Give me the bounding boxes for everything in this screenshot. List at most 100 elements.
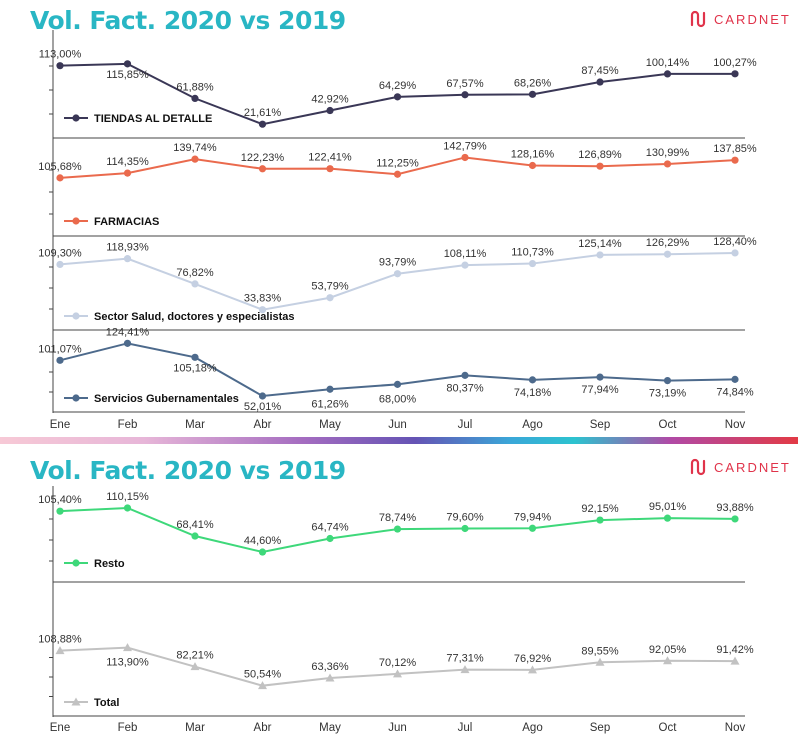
data-point <box>325 673 335 682</box>
data-point <box>191 280 199 288</box>
legend-label: Sector Salud, doctores y especialistas <box>94 311 295 323</box>
data-point <box>731 515 739 523</box>
chart-title: Vol. Fact. 2020 vs 2019 <box>30 6 346 35</box>
legend-marker <box>72 394 80 402</box>
data-label: 113,90% <box>106 657 149 669</box>
data-label: 77,31% <box>446 653 484 665</box>
data-point <box>123 339 132 347</box>
legend-label: Resto <box>94 558 125 570</box>
data-point <box>731 375 739 383</box>
data-label: 63,36% <box>311 661 349 673</box>
x-tick-label: Oct <box>659 419 678 431</box>
data-point <box>596 78 604 86</box>
data-point <box>528 259 537 268</box>
data-label: 114,35% <box>106 156 149 168</box>
chart-title: Vol. Fact. 2020 vs 2019 <box>30 456 346 485</box>
data-label: 79,94% <box>514 511 552 523</box>
data-label: 139,74% <box>173 142 217 154</box>
data-label: 52,01% <box>244 401 282 413</box>
data-label: 68,26% <box>514 77 552 89</box>
gradient-divider <box>0 437 798 444</box>
x-tick-label: Sep <box>590 722 610 734</box>
data-label: 67,57% <box>446 78 484 90</box>
cardnet-logo-icon <box>690 10 706 28</box>
legend-label: FARMACIAS <box>94 216 159 228</box>
legend-label: TIENDAS AL DETALLE <box>94 113 212 125</box>
data-point <box>596 516 604 524</box>
data-label: 78,74% <box>379 512 417 524</box>
data-point <box>191 155 199 163</box>
data-label: 108,11% <box>444 248 487 260</box>
data-label: 118,93% <box>106 242 149 254</box>
brand-name: CARDNET <box>714 11 791 27</box>
data-label: 115,85% <box>106 69 149 81</box>
data-label: 74,18% <box>514 387 552 399</box>
data-label: 105,18% <box>173 362 217 374</box>
data-point <box>730 656 740 665</box>
legend-item: Resto <box>64 558 125 570</box>
series-total: 108,88% 113,90% 82,21% 50,54% 63,36% 70,12% 77… <box>38 634 754 717</box>
line-chart-bottom: 105,40% 110,15% 68,41% 44,60% 64,74% 78,74% 79… <box>38 486 754 734</box>
data-label: 110,15% <box>106 491 149 503</box>
brand-logo: CARDNET <box>690 9 791 29</box>
data-label: 137,85% <box>713 143 757 155</box>
data-label: 68,41% <box>176 519 214 531</box>
data-point <box>191 353 199 361</box>
data-point <box>528 524 537 532</box>
data-point <box>528 665 537 674</box>
legend-marker <box>71 697 81 706</box>
data-label: 64,29% <box>379 80 417 92</box>
data-point <box>56 62 64 70</box>
data-point <box>326 165 334 173</box>
data-point <box>596 373 604 381</box>
data-label: 76,92% <box>514 653 552 665</box>
data-label: 93,79% <box>379 257 417 269</box>
data-point <box>191 532 199 540</box>
data-point <box>393 170 402 178</box>
data-point <box>731 70 739 78</box>
data-label: 142,79% <box>443 140 487 152</box>
x-tick-label: May <box>319 722 341 734</box>
series-sector-salud-doctores-y-especialistas: 109,30% 118,93% 76,82% 33,83% 53,79% 93,79% 10… <box>38 236 757 331</box>
data-label: 61,26% <box>311 398 349 410</box>
data-label: 61,88% <box>176 81 214 93</box>
data-point <box>56 356 64 364</box>
data-point <box>56 174 64 182</box>
data-label: 105,40% <box>38 494 82 506</box>
data-point <box>528 161 537 170</box>
data-point <box>393 525 402 533</box>
data-point <box>123 60 132 68</box>
x-tick-label: Jun <box>388 722 407 734</box>
legend-label: Servicios Gubernamentales <box>94 393 239 405</box>
x-tick-label: Ene <box>50 419 70 431</box>
x-tick-label: Feb <box>118 419 138 431</box>
data-point <box>55 646 65 655</box>
data-label: 76,82% <box>176 267 214 279</box>
data-point <box>663 160 672 168</box>
data-label: 125,14% <box>578 238 622 250</box>
data-label: 100,27% <box>713 57 757 69</box>
data-point <box>393 270 402 278</box>
data-point <box>528 376 537 384</box>
data-point <box>393 93 402 101</box>
data-label: 33,83% <box>244 293 282 305</box>
data-point <box>326 106 334 115</box>
data-label: 112,25% <box>376 157 419 169</box>
data-label: 89,55% <box>581 645 619 657</box>
data-label: 122,23% <box>241 152 285 164</box>
legend-label: Total <box>94 697 119 709</box>
x-tick-label: Ago <box>522 419 542 431</box>
data-label: 53,79% <box>311 281 349 293</box>
x-tick-label: Jul <box>458 722 473 734</box>
data-label: 64,74% <box>311 521 349 533</box>
data-label: 108,88% <box>38 634 82 646</box>
data-point <box>528 90 537 98</box>
data-label: 80,37% <box>446 382 484 394</box>
x-tick-label: Nov <box>725 722 746 734</box>
data-point <box>123 169 132 177</box>
data-label: 122,41% <box>308 152 352 164</box>
data-label: 110,73% <box>511 247 554 259</box>
data-point <box>460 665 470 674</box>
data-point <box>663 656 672 665</box>
data-point <box>731 156 739 164</box>
